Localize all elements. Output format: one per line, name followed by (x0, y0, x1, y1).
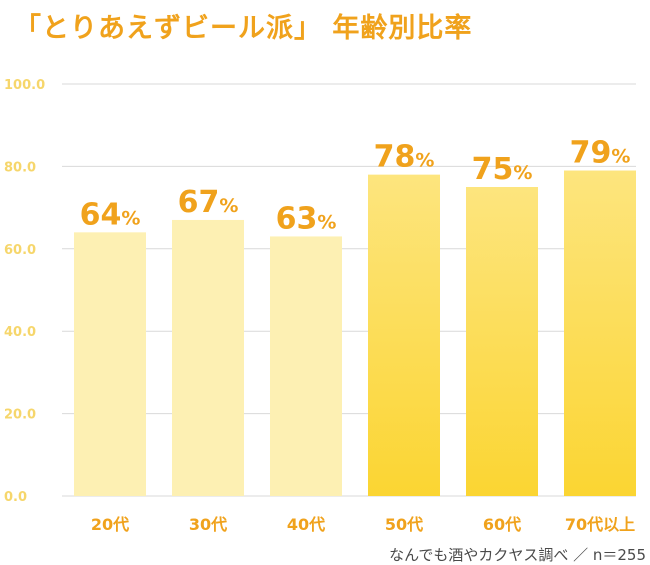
value-label: 67% (178, 185, 239, 220)
value-label: 78% (374, 140, 435, 175)
bar (564, 170, 636, 496)
value-label: 79% (570, 136, 631, 171)
bar (466, 187, 538, 496)
y-tick-label: 20.0 (4, 408, 36, 423)
x-axis-labels: 20代 30代 40代 50代 60代 70代以上 (91, 515, 635, 534)
bar (368, 174, 440, 496)
x-tick-label: 40代 (287, 515, 325, 534)
y-tick-label: 100.0 (4, 78, 45, 93)
x-tick-label: 70代以上 (565, 515, 635, 534)
value-label: 64% (80, 197, 141, 232)
bar (270, 236, 342, 496)
value-label: 75% (472, 152, 533, 187)
y-tick-label: 60.0 (4, 243, 36, 258)
x-tick-label: 20代 (91, 515, 129, 534)
x-tick-label: 50代 (385, 515, 423, 534)
x-tick-label: 30代 (189, 515, 227, 534)
value-labels: 64% 67% 63% 78% 75% 79% (80, 136, 631, 237)
y-tick-label: 80.0 (4, 160, 36, 175)
bars (74, 170, 636, 496)
y-tick-label: 0.0 (4, 490, 27, 505)
x-tick-label: 60代 (483, 515, 521, 534)
bar (172, 219, 244, 496)
y-axis-ticks: 0.0 20.0 40.0 60.0 80.0 100.0 (4, 78, 45, 505)
value-label: 63% (276, 201, 337, 236)
source-note: なんでも酒やカクヤス調べ ／ n＝255 (389, 546, 646, 564)
y-tick-label: 40.0 (4, 325, 36, 340)
chart-title: 「とりあえずビール派」 年齢別比率 (14, 13, 473, 44)
gridlines (62, 83, 636, 497)
bar (74, 232, 146, 496)
